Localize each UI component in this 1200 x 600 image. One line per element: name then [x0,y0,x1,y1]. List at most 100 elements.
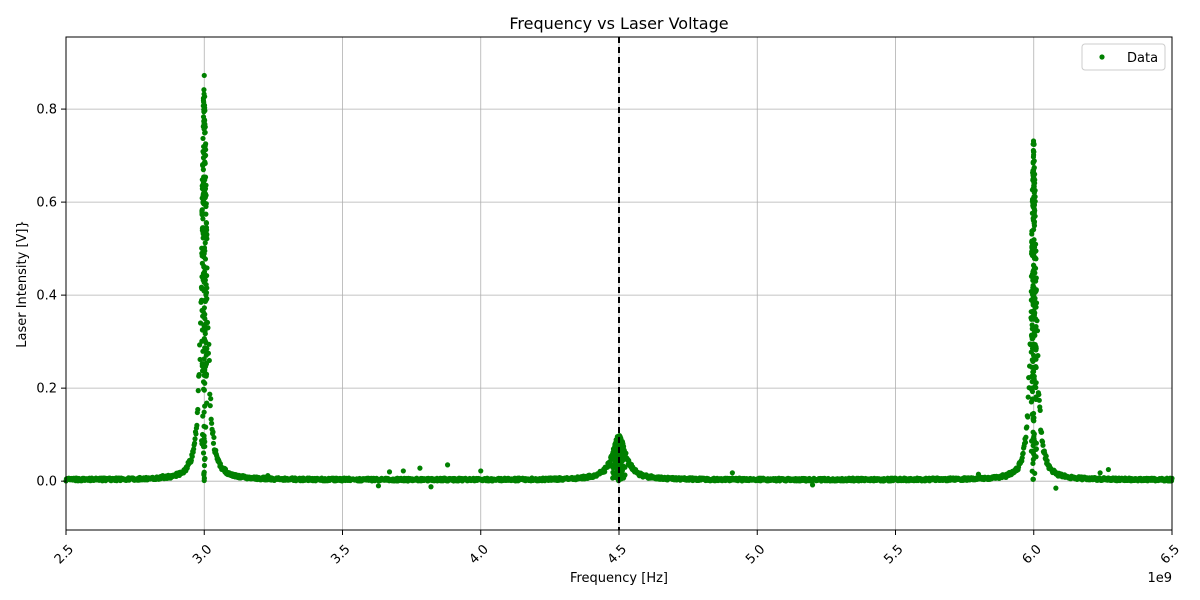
data-point [209,420,215,426]
data-point [196,371,202,378]
data-point [1022,439,1029,446]
x-axis-label: Frequency [Hz] [570,571,668,586]
data-point [211,434,217,441]
data-point [1030,460,1036,467]
data-point [201,387,207,393]
data-point [1023,434,1029,440]
data-point [1031,194,1037,200]
legend-marker [1099,54,1105,60]
data-point [1038,429,1045,435]
data-point [191,446,197,452]
y-tick-label: 0.6 [36,196,57,211]
data-point [1031,210,1037,216]
data-point [204,296,210,302]
data-point [1030,476,1036,482]
data-point [201,409,207,415]
data-point [1030,149,1037,155]
data-point [201,254,207,260]
data-point [1030,442,1036,449]
data-point [210,429,216,435]
data-point [201,356,207,362]
data-series [63,72,1175,491]
data-point [1031,158,1037,164]
data-point [200,227,207,233]
data-point [1031,373,1037,379]
data-point [1030,308,1036,314]
data-point [975,471,982,477]
data-point [201,336,207,342]
data-point [1030,436,1036,442]
data-point [1030,172,1036,179]
data-point [201,102,208,108]
data-point [1031,263,1037,269]
data-point [200,413,206,419]
data-point [202,328,208,335]
data-point [208,416,214,422]
data-point [265,472,271,479]
data-point [1031,275,1037,282]
data-point [1037,407,1043,413]
data-point [201,264,207,270]
data-point [200,135,206,142]
data-point [1030,410,1037,417]
data-point [1031,292,1037,299]
data-point [1025,394,1031,400]
data-point [1030,154,1037,160]
data-point [201,462,208,469]
data-point [202,345,208,351]
data-point [202,117,208,124]
data-point [1030,267,1037,273]
data-point [202,273,208,279]
data-point [203,290,210,296]
data-point [160,472,166,479]
data-point [1030,369,1037,375]
data-point [1030,364,1036,371]
data-point [729,470,735,476]
data-point [1031,300,1037,306]
data-point [1030,456,1036,463]
data-point [201,433,207,439]
legend: Data [1081,43,1166,71]
y-tick-label: 0.4 [36,289,57,304]
data-point [202,183,208,189]
data-point [1029,322,1035,328]
data-point [602,469,608,475]
data-point [1031,181,1037,187]
y-axis-ticks: 0.0 0.2 0.4 0.6 0.8 [36,103,66,490]
data-point [200,193,207,200]
data-point [1031,316,1037,322]
data-point [1030,217,1037,223]
data-point [189,453,195,460]
data-point [1105,466,1112,473]
data-point [1031,202,1037,209]
data-point [444,462,451,468]
data-point [1032,470,1038,476]
y-tick-label: 0.0 [36,475,57,490]
data-point [400,468,406,474]
data-point [616,441,622,447]
data-point [1033,345,1039,351]
data-point [200,231,206,237]
data-point [201,323,208,329]
data-point [1029,388,1036,395]
data-point [1025,414,1031,420]
legend-label: Data [1127,51,1158,66]
data-point [202,439,208,445]
data-point [201,109,207,115]
data-point [1033,288,1039,294]
data-point [194,422,200,428]
data-point [375,483,382,489]
data-point [428,484,434,490]
data-point [1033,356,1039,362]
y-tick-label: 0.2 [36,382,57,397]
data-point [208,396,214,402]
data-point [202,121,208,127]
data-point [202,367,208,373]
data-point [203,211,209,217]
data-point [1030,448,1037,454]
data-point [195,406,201,413]
data-point [1030,246,1037,252]
data-point [1043,453,1049,459]
data-point [1030,168,1036,174]
